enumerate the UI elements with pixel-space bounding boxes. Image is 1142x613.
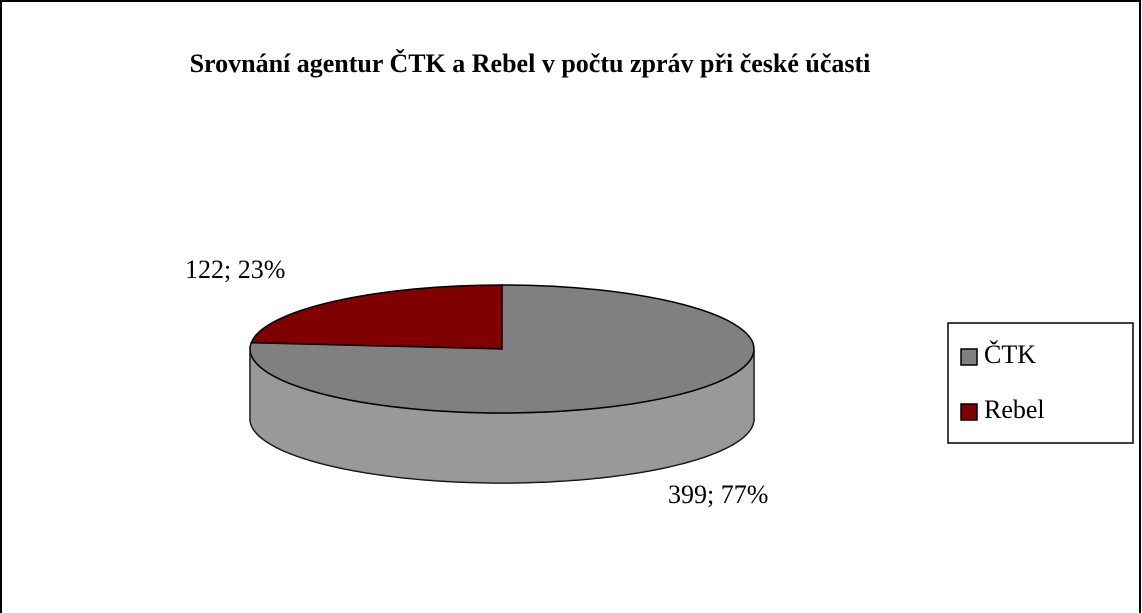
legend-box bbox=[947, 322, 1134, 444]
chart-title: Srovnání agentur ČTK a Rebel v počtu zpr… bbox=[189, 49, 871, 78]
legend-swatch bbox=[960, 403, 978, 421]
legend-label: Rebel bbox=[984, 395, 1045, 424]
pie-slice bbox=[250, 284, 503, 350]
legend-label: ČTK bbox=[984, 340, 1036, 369]
side-shade bbox=[250, 350, 754, 483]
data-label: 399; 77% bbox=[668, 480, 768, 509]
data-label: 122; 23% bbox=[185, 255, 285, 284]
legend-swatch bbox=[960, 348, 978, 366]
pie-slice bbox=[249, 284, 755, 414]
